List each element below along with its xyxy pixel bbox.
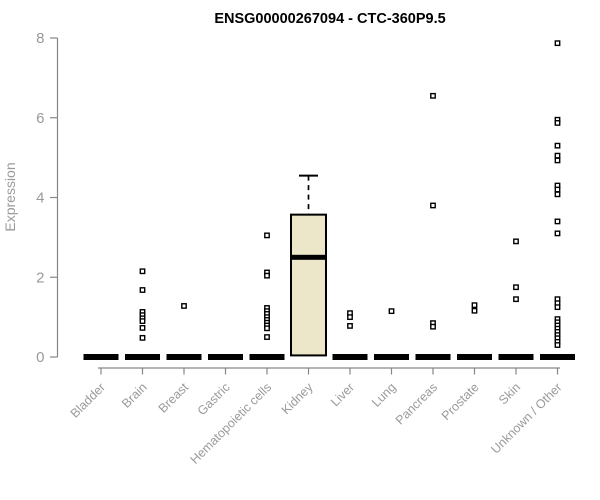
outlier-point <box>554 230 561 237</box>
outlier-point <box>554 191 561 198</box>
collapsed-box-pancreas <box>415 354 451 360</box>
outlier-point <box>264 272 270 279</box>
collapsed-box-hematopoietic-cells <box>249 354 285 360</box>
collapsed-box-brain <box>125 354 160 360</box>
collapsed-box-breast <box>166 354 202 360</box>
outlier-point <box>139 318 146 325</box>
outlier-point <box>264 325 270 332</box>
outlier-point <box>554 40 561 47</box>
outlier-point <box>554 157 561 164</box>
x-category-label: Bladder <box>68 380 108 420</box>
x-category-label: Brain <box>119 380 150 411</box>
y-tick-label: 0 <box>36 349 44 366</box>
outlier-point <box>264 232 270 239</box>
x-category-label: Breast <box>156 380 192 416</box>
outlier-point <box>264 334 270 340</box>
outlier-point <box>554 186 561 193</box>
outlier-point <box>139 268 146 275</box>
outlier-point <box>430 202 436 209</box>
collapsed-box-liver <box>332 354 368 360</box>
outlier-point <box>139 334 146 341</box>
collapsed-box-prostate <box>457 354 492 360</box>
outlier-point <box>139 324 146 331</box>
outlier-point <box>181 303 187 309</box>
outlier-point <box>388 308 395 315</box>
outlier-point <box>554 304 561 311</box>
outlier-point <box>513 296 519 303</box>
x-category-label: Liver <box>328 380 357 409</box>
iqr-box-kidney <box>290 213 327 357</box>
outlier-point <box>471 302 478 309</box>
x-category-label: Gastric <box>195 380 233 418</box>
outlier-point <box>554 120 561 126</box>
outlier-point <box>430 323 436 330</box>
y-axis-title: Expression <box>2 162 18 231</box>
median-line <box>291 254 326 260</box>
outlier-point <box>554 152 561 159</box>
y-tick-label: 2 <box>36 269 44 286</box>
outlier-point <box>554 142 561 149</box>
outlier-point <box>430 92 436 99</box>
outlier-point <box>139 287 146 293</box>
outlier-point <box>347 314 353 321</box>
y-tick-label: 6 <box>36 110 44 127</box>
x-category-label: Unknown / Other <box>488 380 564 456</box>
outlier-point <box>554 342 561 348</box>
outlier-point <box>513 238 519 245</box>
chart-title: ENSG00000267094 - CTC-360P9.5 <box>214 11 445 27</box>
x-category-label: Skin <box>496 380 523 407</box>
outlier-point <box>554 218 561 225</box>
outlier-point <box>471 307 478 314</box>
collapsed-box-skin <box>498 354 534 360</box>
y-tick-label: 4 <box>36 190 44 207</box>
y-tick-label: 8 <box>36 30 44 47</box>
x-category-label: Pancreas <box>393 380 440 427</box>
x-category-label: Hematopoietic cells <box>188 380 275 467</box>
collapsed-box-unknown-other <box>540 354 575 360</box>
x-category-label: Prostate <box>439 380 482 423</box>
collapsed-box-gastric <box>208 354 243 360</box>
outlier-point <box>513 284 519 291</box>
plot-layer: 0 2 4 6 8 Bladder Brain Breast GastricHematopoie… <box>36 30 575 467</box>
collapsed-box-bladder <box>83 354 119 360</box>
x-category-label: Lung <box>369 380 399 410</box>
x-category-label: Kidney <box>279 380 316 417</box>
outlier-point <box>347 322 353 329</box>
collapsed-box-lung <box>374 354 409 360</box>
